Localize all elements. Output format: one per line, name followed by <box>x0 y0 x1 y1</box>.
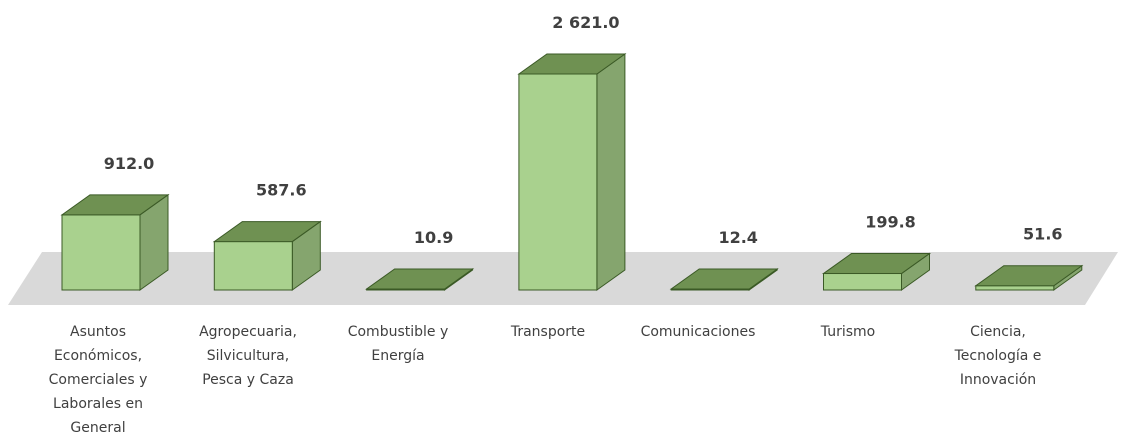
value-label: 587.6 <box>256 181 307 200</box>
bar <box>518 73 598 291</box>
bar-side <box>596 53 626 291</box>
x-tick-label: Combustible y Energía <box>347 324 449 364</box>
x-tick-label: Comunicaciones <box>640 324 756 340</box>
value-label: 51.6 <box>1023 225 1062 244</box>
value-label: 12.4 <box>718 228 757 247</box>
x-tick-label: Ciencia, Tecnología e Innovación <box>954 324 1042 388</box>
bar-top <box>517 53 627 75</box>
bar-top <box>60 194 170 216</box>
bar-top <box>669 268 779 290</box>
bar <box>823 273 902 291</box>
x-tick-label: Transporte <box>510 324 586 340</box>
bar-top <box>974 265 1084 287</box>
bar-top <box>212 221 322 243</box>
x-tick-label: Asuntos Económicos, Comerciales y Labora… <box>48 324 148 436</box>
value-label: 912.0 <box>104 154 155 173</box>
value-label: 199.8 <box>865 213 916 232</box>
bar-top <box>365 268 475 290</box>
bar-top <box>821 253 932 275</box>
bar <box>61 214 141 291</box>
value-label: 10.9 <box>414 228 453 247</box>
x-tick-label: Agropecuaria, Silvicultura, Pesca y Caza <box>199 324 297 388</box>
bar <box>975 285 1055 291</box>
value-label: 2 621.0 <box>552 13 619 32</box>
x-tick-label: Turismo <box>820 324 876 340</box>
bar <box>213 241 293 291</box>
